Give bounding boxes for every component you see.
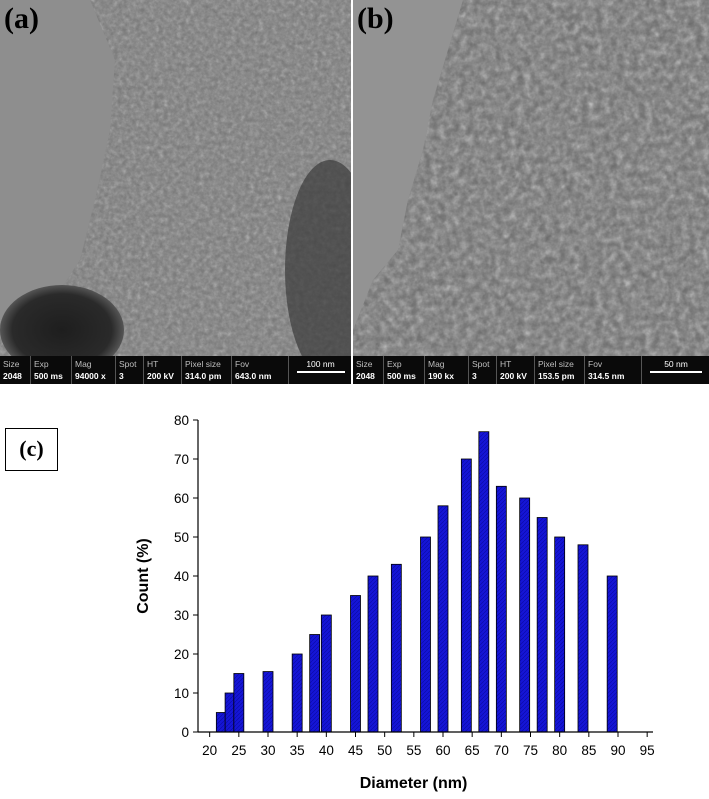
y-tick-label: 70 xyxy=(174,452,189,467)
x-tick-label: 50 xyxy=(377,743,392,758)
tem-image-a xyxy=(0,0,351,356)
tem-image-b xyxy=(353,0,709,356)
x-tick-label: 45 xyxy=(348,743,363,758)
scale-bar-line-a xyxy=(297,371,345,373)
info-size: Size 2048 xyxy=(356,359,375,381)
scale-bar-a: 100 nm xyxy=(288,356,351,384)
tem-panel-b: (b) Size 2048 Exp 500 ms Mag 190 kx Spot 3 H… xyxy=(353,0,709,384)
tem-info-bar-b: Size 2048 Exp 500 ms Mag 190 kx Spot 3 HT 200… xyxy=(353,356,709,384)
histogram-bar xyxy=(437,505,449,733)
info-exp: Exp 500 ms xyxy=(30,356,72,384)
y-tick-label: 20 xyxy=(174,647,189,662)
x-tick-label: 25 xyxy=(231,743,246,758)
scale-bar-label-a: 100 nm xyxy=(306,359,335,369)
x-tick-label: 65 xyxy=(465,743,480,758)
panel-a-label: (a) xyxy=(4,2,39,35)
info-pixel-size: Pixel size 153.5 pm xyxy=(534,356,585,384)
info-ht: HT 200 kV xyxy=(496,356,535,384)
histogram-bar xyxy=(350,595,361,733)
info-fov: Fov 314.5 nm xyxy=(584,356,642,384)
x-tick-label: 90 xyxy=(610,743,625,758)
x-axis-title: Diameter (nm) xyxy=(360,775,468,792)
y-tick-label: 40 xyxy=(174,569,189,584)
info-mag: Mag 94000 x xyxy=(71,356,116,384)
histogram-bar xyxy=(320,614,332,733)
y-tick-label: 30 xyxy=(174,608,189,623)
x-tick-label: 70 xyxy=(494,743,509,758)
x-tick-label: 60 xyxy=(435,743,450,758)
y-tick-label: 80 xyxy=(174,413,189,428)
y-axis-title: Count (%) xyxy=(135,538,152,614)
histogram-bar xyxy=(367,575,379,733)
y-tick-label: 50 xyxy=(174,530,189,545)
y-tick-label: 10 xyxy=(174,686,189,701)
histogram-bar xyxy=(495,485,507,733)
panel-b-label: (b) xyxy=(357,2,394,35)
histogram-bar xyxy=(262,671,274,733)
x-tick-label: 35 xyxy=(290,743,305,758)
histogram-bar xyxy=(554,536,566,733)
x-tick-label: 95 xyxy=(640,743,655,758)
y-tick-label: 0 xyxy=(181,725,189,740)
x-tick-label: 40 xyxy=(319,743,334,758)
tem-info-bar-a: Size 2048 Exp 500 ms Mag 94000 x Spot 3 HT 20… xyxy=(0,356,351,384)
histogram-bar xyxy=(390,563,402,733)
info-fov: Fov 643.0 nm xyxy=(231,356,289,384)
histogram-bar xyxy=(309,634,321,733)
histogram-bar xyxy=(536,517,548,733)
histogram-bar xyxy=(460,458,472,733)
info-spot: Spot 3 xyxy=(115,356,144,384)
x-tick-label: 30 xyxy=(260,743,275,758)
histogram-bar xyxy=(478,431,490,733)
scale-bar-label-b: 50 nm xyxy=(664,359,688,369)
x-tick-label: 80 xyxy=(552,743,567,758)
info-pixel-size: Pixel size 314.0 pm xyxy=(181,356,232,384)
scale-bar-line-b xyxy=(650,371,702,373)
info-size: Size 2048 xyxy=(3,359,22,381)
tem-panel-a: (a) Size 2048 Exp 500 ms Mag 94000 x Spot 3 … xyxy=(0,0,351,384)
histogram-bar xyxy=(519,497,531,733)
histogram-bar xyxy=(291,653,303,733)
histogram-bar xyxy=(233,673,245,733)
info-exp: Exp 500 ms xyxy=(383,356,425,384)
info-mag: Mag 190 kx xyxy=(424,356,469,384)
panel-c-label: (c) xyxy=(5,428,58,471)
x-tick-label: 20 xyxy=(202,743,217,758)
x-tick-label: 85 xyxy=(581,743,596,758)
scale-bar-b: 50 nm xyxy=(641,356,709,384)
info-spot: Spot 3 xyxy=(468,356,497,384)
histogram-bar xyxy=(420,536,431,733)
histogram-bar xyxy=(577,544,589,733)
info-ht: HT 200 kV xyxy=(143,356,182,384)
histogram-bar xyxy=(606,575,618,733)
x-tick-label: 75 xyxy=(523,743,538,758)
y-tick-label: 60 xyxy=(174,491,189,506)
x-tick-label: 55 xyxy=(406,743,421,758)
diameter-histogram: 0 10 20 30 40 50 60 70 80 20 25 30 35 40 45 50 55 60 65 70 7… xyxy=(135,413,655,792)
